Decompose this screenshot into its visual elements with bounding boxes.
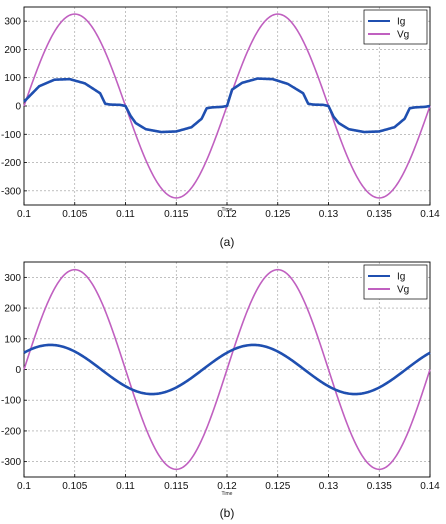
legend: Ig Vg (363, 9, 428, 45)
chart-panel-b: 0.1 0.105 0.11 0.115 0.12 0.125 0.13 0.135 0.14 3… (1, 261, 440, 520)
x-tick-label: 0.1 (17, 209, 31, 220)
y-tick-label: 300 (4, 273, 21, 284)
y-tick-label: 100 (4, 73, 21, 84)
series-line-ig (23, 343, 431, 396)
y-tick-label: 200 (4, 45, 21, 56)
x-tick-label: 0.105 (62, 209, 87, 220)
x-axis-label: Time (222, 207, 233, 213)
y-tick-label: -300 (1, 186, 21, 197)
x-tick-label: 0.115 (164, 209, 189, 220)
panel-caption: (a) (220, 235, 235, 249)
x-tick-label: 0.13 (319, 481, 339, 492)
legend-label-ig: Ig (397, 17, 405, 28)
y-tick-label: 300 (4, 17, 21, 28)
legend-label-vg: Vg (397, 285, 409, 296)
y-tick-label: -100 (1, 130, 21, 141)
x-tick-label: 0.11 (116, 209, 135, 220)
x-tick-label: 0.13 (319, 209, 339, 220)
x-tick-label: 0.14 (420, 209, 440, 220)
legend-box (363, 264, 428, 300)
legend-label-vg: Vg (397, 30, 409, 41)
y-tick-label: 200 (4, 304, 21, 315)
x-tick-label: 0.12 (217, 481, 237, 492)
y-tick-label: 0 (15, 365, 21, 376)
y-tick-label: -200 (1, 158, 21, 169)
legend: Ig Vg (363, 264, 428, 300)
legend-box (363, 9, 428, 45)
panel-caption: (b) (220, 506, 235, 520)
x-axis-label: Time (222, 491, 233, 497)
x-tick-label: 0.105 (62, 481, 87, 492)
x-tick-label: 0.125 (265, 481, 290, 492)
x-tick-label: 0.11 (116, 481, 135, 492)
legend-label-ig: Ig (397, 272, 405, 283)
x-tick-label: 0.135 (367, 481, 392, 492)
x-tick-label: 0.115 (164, 481, 189, 492)
x-tick-label: 0.12 (217, 209, 237, 220)
x-tick-label: 0.125 (265, 209, 290, 220)
y-tick-label: -100 (1, 396, 21, 407)
y-tick-label: 100 (4, 334, 21, 345)
x-tick-label: 0.14 (420, 481, 440, 492)
series-line-vg (23, 268, 431, 471)
y-tick-label: 0 (15, 102, 21, 113)
y-tick-label: -300 (1, 457, 21, 468)
y-tick-label: -200 (1, 426, 21, 437)
series-line-ig (23, 77, 431, 134)
x-tick-label: 0.135 (367, 209, 392, 220)
chart-panel-a: 0.1 0.105 0.11 0.115 0.12 0.125 0.13 0.135 0.14 3… (1, 6, 440, 249)
x-tick-label: 0.1 (17, 481, 31, 492)
